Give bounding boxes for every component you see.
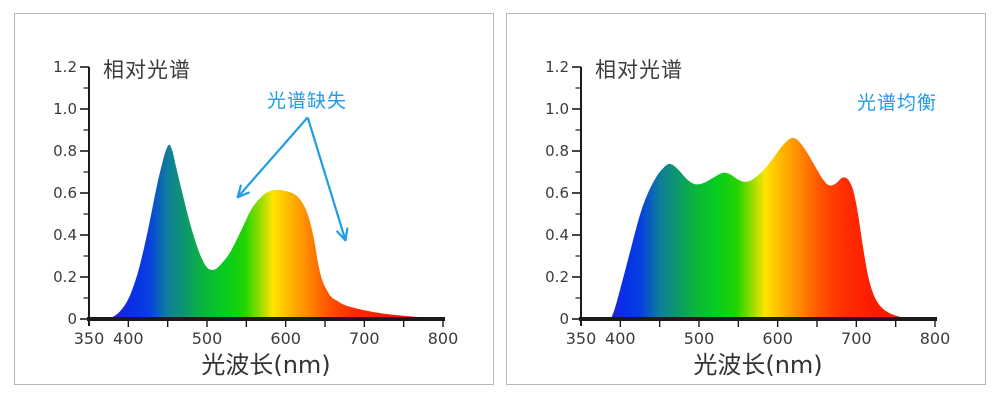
y-tick-label: 0.8 — [53, 142, 77, 160]
spectrum-plot-deficient: 0 0.2 0.4 0.6 0.8 1.0 1.2 350 400 500 600 700 800 — [53, 58, 459, 348]
annotation-arrow-head — [336, 230, 347, 242]
y-tick-label: 0.6 — [545, 184, 569, 202]
spectrum-panel-deficient: 0 0.2 0.4 0.6 0.8 1.0 1.2 350 400 500 600 700 800 相对… — [14, 13, 494, 385]
annotation-arrow-head — [236, 191, 250, 199]
y-tick-label: 0.2 — [53, 268, 77, 286]
annotation-arrow-line — [306, 117, 347, 241]
x-tick-label: 600 — [762, 329, 793, 348]
spectrum-panel-balanced: 0 0.2 0.4 0.6 0.8 1.0 1.2 350 400 500 600 700 800 相对… — [506, 13, 986, 385]
x-tick-label: 700 — [841, 329, 872, 348]
y-tick-label: 1.0 — [545, 100, 569, 118]
annotation-spectrum-missing: 光谱缺失 — [266, 90, 348, 112]
y-tick-label: 1.2 — [545, 58, 569, 76]
x-tick-label: 350 — [566, 329, 597, 348]
x-tick-label: 500 — [192, 329, 223, 348]
y-tick-label: 0.2 — [545, 268, 569, 286]
x-tick-label: 800 — [428, 329, 459, 348]
y-tick-label: 0 — [559, 310, 569, 328]
chart-title: 相对光谱 — [103, 58, 191, 82]
x-tick-label: 400 — [113, 329, 144, 348]
y-tick-label: 1.2 — [53, 58, 77, 76]
annotation-arrow-line — [236, 116, 309, 198]
spectrum-plot-balanced: 0 0.2 0.4 0.6 0.8 1.0 1.2 350 400 500 600 700 800 — [545, 58, 951, 348]
y-tick-label: 0.4 — [545, 226, 569, 244]
x-tick-label: 350 — [74, 329, 105, 348]
annotation-spectrum-balanced: 光谱均衡 — [856, 92, 938, 114]
x-axis-label: 光波长(nm) — [693, 351, 823, 379]
x-axis-label: 光波长(nm) — [201, 351, 331, 379]
x-tick-label: 600 — [270, 329, 301, 348]
y-tick-label: 0.4 — [53, 226, 77, 244]
x-tick-label: 700 — [349, 329, 380, 348]
y-tick-label: 0.6 — [53, 184, 77, 202]
y-tick-label: 1.0 — [53, 100, 77, 118]
annotation-arrow-head — [236, 184, 242, 199]
chart-title: 相对光谱 — [595, 58, 683, 82]
spectrum-area — [107, 144, 444, 319]
x-tick-label: 500 — [684, 329, 715, 348]
spectrum-area — [610, 137, 920, 319]
x-tick-label: 400 — [605, 329, 636, 348]
annotation-arrow-head — [344, 227, 349, 242]
x-tick-label: 800 — [920, 329, 951, 348]
y-tick-label: 0 — [67, 310, 77, 328]
y-tick-label: 0.8 — [545, 142, 569, 160]
